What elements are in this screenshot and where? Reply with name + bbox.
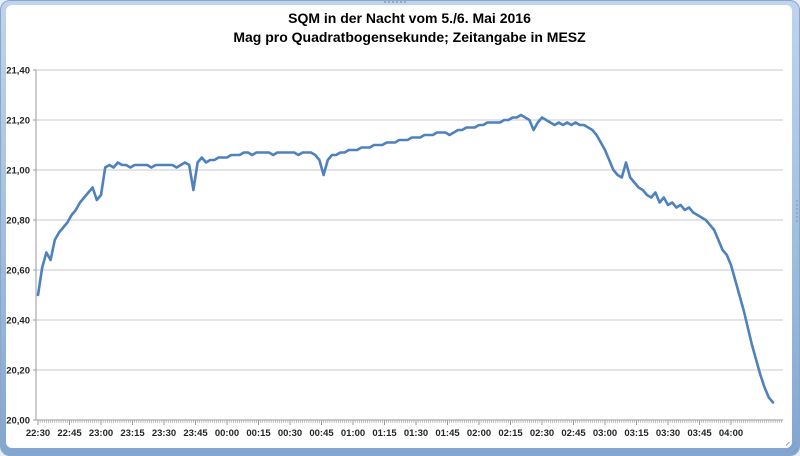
x-axis-label: 00:30 xyxy=(278,428,302,439)
x-axis-label: 00:15 xyxy=(246,428,271,439)
sqm-data-line xyxy=(36,113,775,404)
x-axis-label: 23:15 xyxy=(120,428,145,439)
x-axis-label: 04:00 xyxy=(719,428,743,439)
x-axis-label: 00:45 xyxy=(309,428,334,439)
window-drag-handle-icon[interactable] xyxy=(384,1,406,3)
window-resize-handle-icon[interactable] xyxy=(796,200,798,222)
x-axis-label: 23:30 xyxy=(152,428,176,439)
y-axis-label: 21,00 xyxy=(6,166,30,177)
x-axis-label: 00:00 xyxy=(215,428,239,439)
window-resize-grip-icon[interactable] xyxy=(786,442,798,454)
y-axis-label: 21,20 xyxy=(6,116,30,127)
chart-subtitle: Mag pro Quadratbogensekunde; Zeitangabe … xyxy=(233,29,586,45)
chart-title: SQM in der Nacht vom 5./6. Mai 2016 xyxy=(288,10,531,26)
x-axis-label: 02:00 xyxy=(467,428,491,439)
x-axis-label: 02:45 xyxy=(561,428,586,439)
y-axis-label: 20,40 xyxy=(6,316,30,327)
x-axis-label: 01:00 xyxy=(341,428,365,439)
x-axis-label: 01:45 xyxy=(435,428,460,439)
y-axis-label: 20,20 xyxy=(6,366,30,377)
y-axis-label: 20,00 xyxy=(6,416,30,427)
x-axis-label: 03:00 xyxy=(593,428,617,439)
x-axis-label: 23:00 xyxy=(89,428,113,439)
y-axis-label: 20,80 xyxy=(6,216,30,227)
x-axis-label: 02:30 xyxy=(530,428,554,439)
x-axis-label: 22:45 xyxy=(57,428,82,439)
x-axis-label: 01:15 xyxy=(372,428,397,439)
x-axis-label: 03:30 xyxy=(656,428,680,439)
x-axis-label: 03:45 xyxy=(687,428,712,439)
chart-canvas xyxy=(6,5,792,448)
x-axis-label: 01:30 xyxy=(404,428,428,439)
x-axis-label: 23:45 xyxy=(183,428,208,439)
y-axis-label: 20,60 xyxy=(6,266,30,277)
y-axis-label: 21,40 xyxy=(6,66,30,77)
x-axis-label: 03:15 xyxy=(624,428,649,439)
x-axis-label: 02:15 xyxy=(498,428,523,439)
x-axis-label: 22:30 xyxy=(26,428,50,439)
chart-title-block: SQM in der Nacht vom 5./6. Mai 2016 Mag … xyxy=(36,9,783,47)
